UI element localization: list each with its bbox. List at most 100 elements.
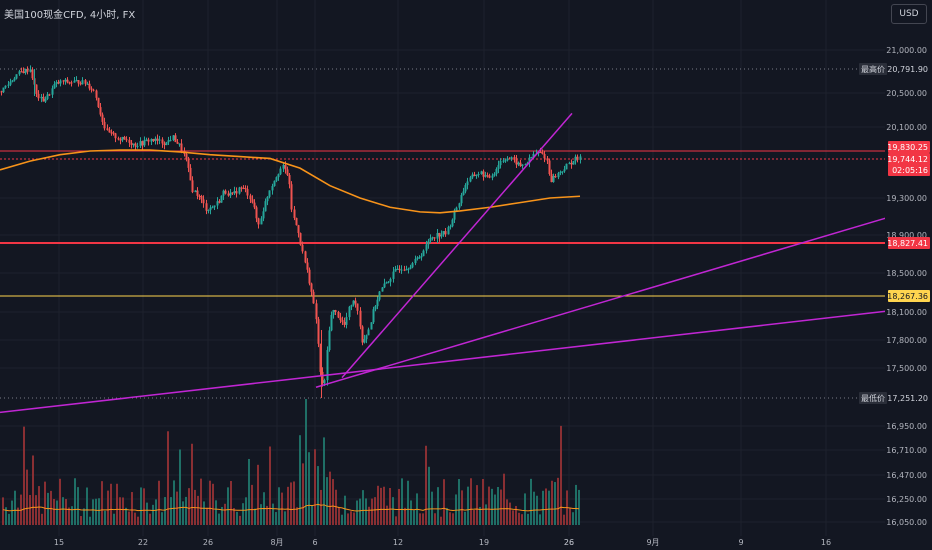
candle-body: [288, 175, 291, 185]
volume-bar: [173, 480, 175, 525]
candle-body: [350, 305, 353, 307]
candle-body: [167, 140, 170, 143]
candle-body: [414, 258, 417, 264]
candle-body: [240, 187, 243, 189]
candle-body: [361, 326, 364, 343]
candle-body: [92, 89, 95, 91]
candle-body: [40, 96, 43, 99]
candle-body: [207, 210, 210, 212]
candle-body: [337, 311, 340, 318]
candle-body: [268, 190, 271, 197]
x-tick-label: 22: [138, 538, 148, 547]
candle-body: [471, 174, 474, 178]
candle-body: [290, 184, 293, 210]
candle-body: [97, 97, 100, 108]
volume-bar: [239, 515, 241, 525]
volume-bar: [485, 504, 487, 525]
volume-bar: [446, 507, 448, 525]
volume-bar: [5, 507, 7, 525]
candle-body: [11, 80, 14, 82]
volume-bar: [179, 449, 181, 525]
volume-bar: [62, 497, 64, 525]
candle-body: [376, 299, 379, 307]
y-tick-label: 16,250.00: [886, 495, 927, 504]
x-tick-label: 9月: [646, 538, 659, 547]
volume-bar: [392, 497, 394, 525]
candle-body: [134, 143, 137, 147]
volume-bar: [317, 466, 319, 525]
y-tick-label: 18,900.00: [886, 231, 927, 240]
trendlines[interactable]: [0, 112, 889, 414]
price-axis-bg: [885, 0, 932, 550]
price-tag: [888, 392, 930, 404]
candle-body: [176, 142, 179, 144]
candle-body: [411, 263, 414, 268]
candle-body: [194, 190, 197, 193]
candle-body: [119, 139, 122, 141]
volume-bar: [530, 478, 532, 525]
volume-bar: [572, 512, 574, 525]
candle-body: [348, 306, 351, 318]
candle-body: [262, 211, 265, 219]
trendline: [315, 216, 889, 388]
candle-body: [306, 262, 309, 270]
price-axis[interactable]: 21,000.00 20,500.00 20,100.00 19,300.00 18,9…: [885, 0, 932, 550]
volume-bar: [422, 513, 424, 525]
y-tick-label: 16,710.00: [886, 446, 927, 455]
candle-body: [227, 193, 230, 196]
candle-body: [442, 231, 445, 235]
candle-body: [400, 269, 403, 271]
volume-bar: [251, 484, 253, 525]
candle-body: [365, 335, 368, 340]
candle-body: [7, 84, 10, 86]
x-tick-label: 26: [203, 538, 213, 547]
volume-bar: [365, 498, 367, 525]
volume-bar: [389, 488, 391, 525]
volume-bar: [320, 489, 322, 525]
volume-bar: [476, 485, 478, 525]
candle-body: [484, 175, 487, 177]
candle-body: [4, 85, 7, 88]
candle-body: [26, 68, 29, 72]
volume-bar: [167, 431, 169, 525]
volume-bar: [170, 497, 172, 525]
y-tick-label: 16,950.00: [886, 422, 927, 431]
volume-bar: [188, 488, 190, 525]
volume-bar: [146, 502, 148, 525]
candle-body: [548, 160, 551, 175]
candle-body: [275, 177, 278, 181]
candle-body: [9, 81, 12, 85]
candle-body: [546, 158, 549, 161]
volume-bar: [548, 490, 550, 525]
volume-bar: [470, 478, 472, 525]
candle-body: [255, 207, 258, 219]
volume-bar: [119, 497, 121, 525]
volume-bar: [149, 513, 151, 525]
volume-bar: [302, 463, 304, 525]
y-tick-label: 16,050.00: [886, 518, 927, 527]
candle-body: [55, 82, 58, 84]
currency-button[interactable]: USD: [891, 4, 927, 24]
candle-body: [323, 380, 326, 384]
volume-bar: [545, 488, 547, 525]
candle-body: [2, 87, 5, 93]
volume-bar: [413, 510, 415, 525]
candle-body: [438, 232, 441, 237]
volume-bar: [92, 499, 94, 525]
time-axis-bg: [0, 536, 932, 550]
volume-bar: [521, 514, 523, 525]
volume-bar: [323, 437, 325, 525]
candle-body: [517, 162, 520, 165]
candle-body: [440, 234, 443, 237]
volume-bar: [497, 486, 499, 525]
volume-bar: [494, 494, 496, 525]
candle-body: [229, 192, 232, 196]
price-tag: [888, 290, 930, 302]
candle-body: [253, 202, 256, 208]
volume-bar: [164, 497, 166, 525]
candle-body: [469, 177, 472, 182]
candle-body: [579, 156, 582, 160]
candle-body: [416, 257, 419, 259]
